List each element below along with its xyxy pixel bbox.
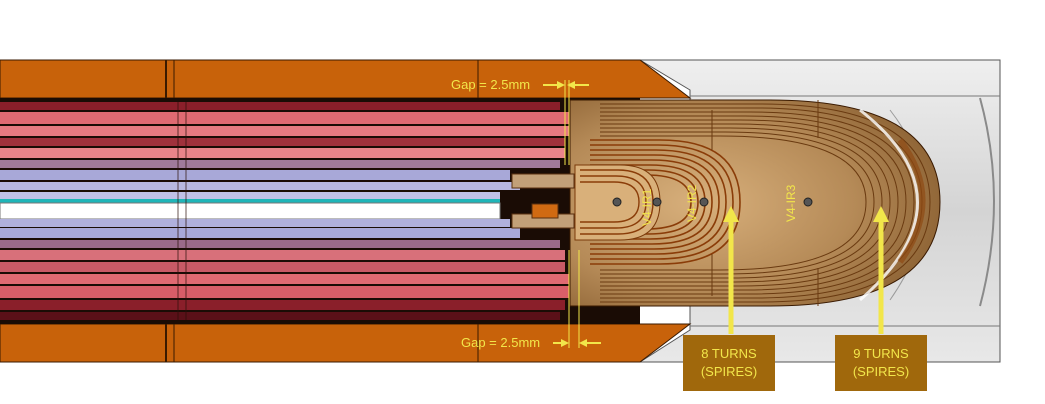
coil-pins <box>612 197 813 207</box>
gap-annotation-top: Gap = 2.5mm <box>451 77 589 165</box>
callout-8-line1: 8 TURNS <box>701 346 757 361</box>
bore-center <box>0 202 501 220</box>
conductor-layers-top <box>0 102 570 203</box>
callout-box-9-turns <box>835 335 927 391</box>
callout-box-8-turns <box>683 335 775 391</box>
callout-arrow-9-turns <box>873 206 889 334</box>
callout-8-line2: (SPIRES) <box>700 364 758 379</box>
coil-label-ir2: V4-IR2 <box>685 184 699 222</box>
layer-separators <box>177 102 187 320</box>
callout-9-line2: (SPIRES) <box>852 364 910 379</box>
gap-label-bottom: Gap = 2.5mm <box>461 335 540 350</box>
callout-9-line1: 9 TURNS <box>853 346 909 361</box>
coil-label-ir1: V4-IR1 <box>640 188 654 226</box>
top-copper-bar <box>0 59 692 99</box>
callout-arrow-8-turns <box>723 206 739 334</box>
callout-text-8-turns: 8 TURNS (SPIRES) <box>683 345 775 381</box>
conductor-layers-bottom <box>0 219 570 320</box>
callout-text-9-turns: 9 TURNS (SPIRES) <box>835 345 927 381</box>
gap-label-top: Gap = 2.5mm <box>451 77 530 92</box>
dome-spacers <box>711 100 819 306</box>
coil-label-ir3: V4-IR3 <box>784 184 798 222</box>
inner-support-tube <box>511 173 575 229</box>
gap-annotation-bottom: Gap = 2.5mm <box>461 250 601 350</box>
